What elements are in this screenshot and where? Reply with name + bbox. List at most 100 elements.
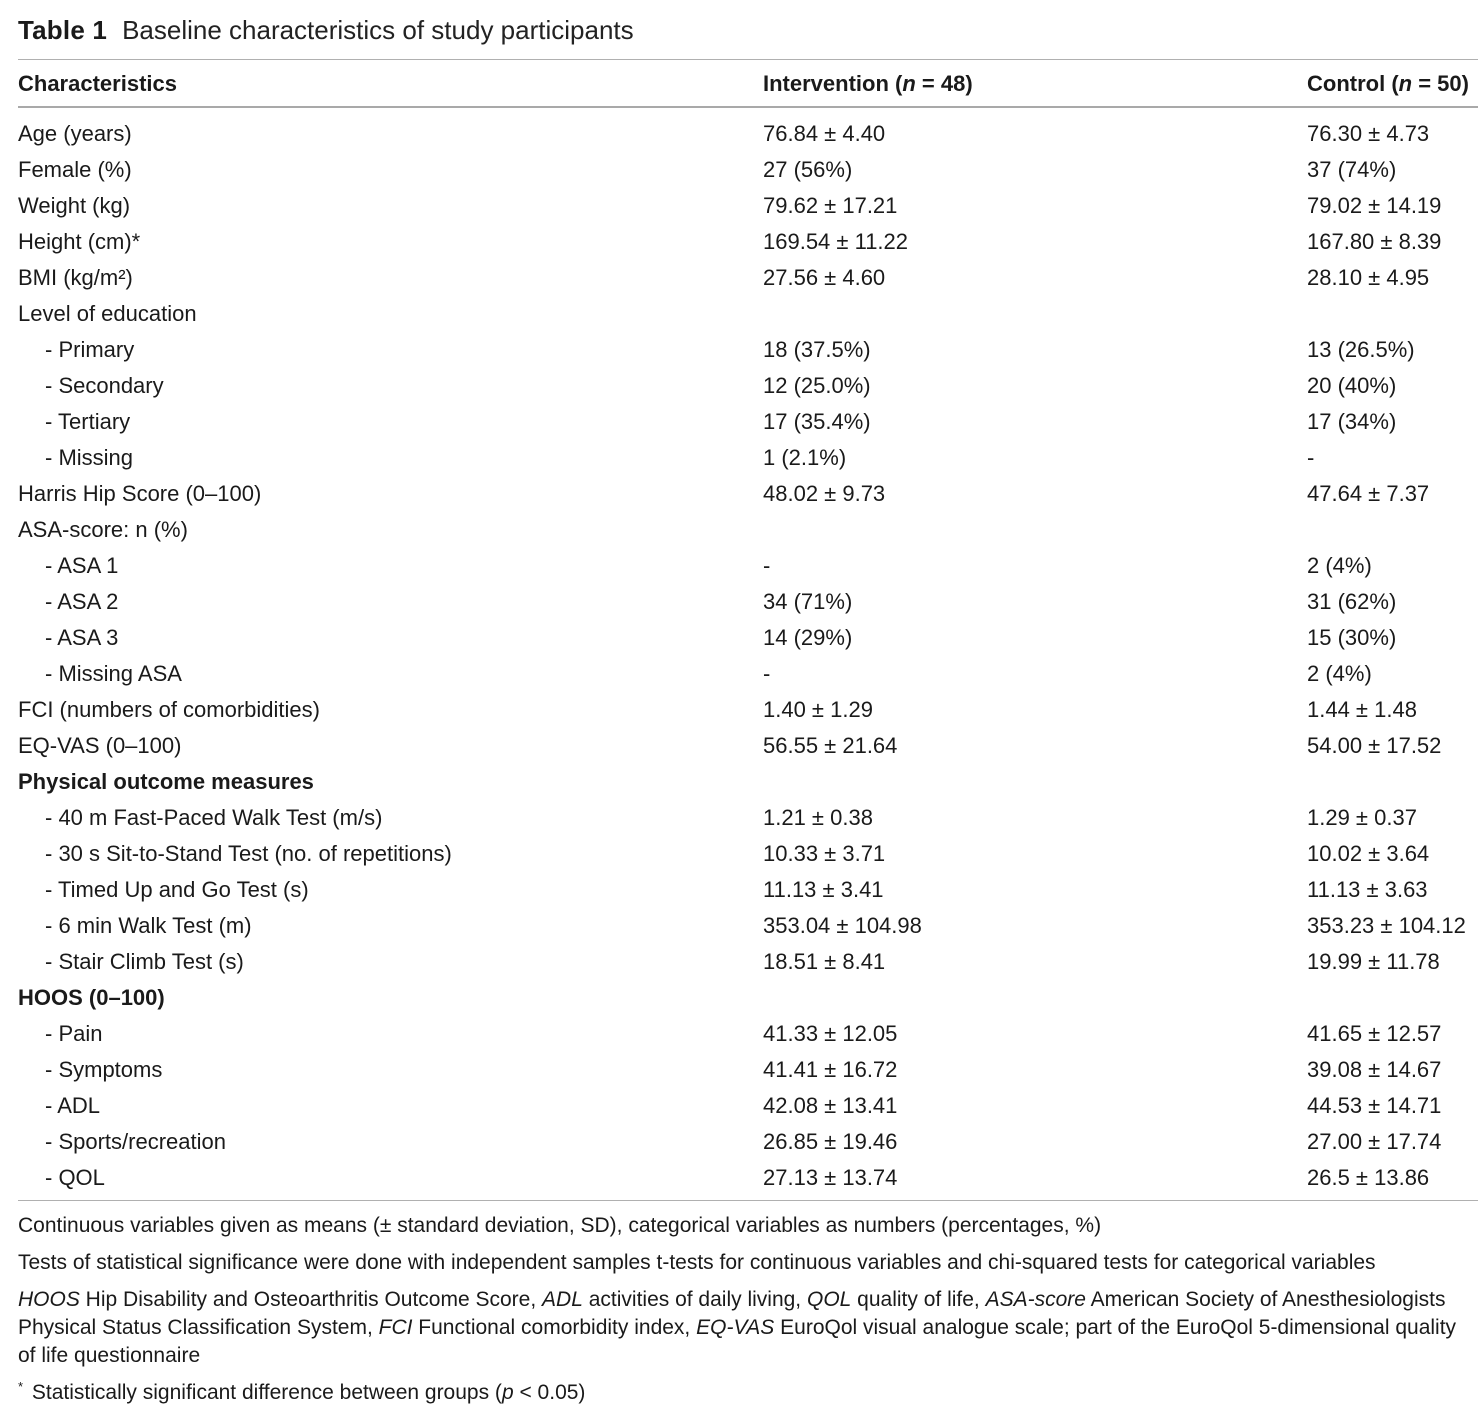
table-row: - QOL 27.13 ± 13.74 26.5 ± 13.86 xyxy=(18,1160,1478,1196)
footnote-text: Hip Disability and Osteoarthritis Outcom… xyxy=(79,1288,543,1311)
intervention-value: 169.54 ± 11.22 xyxy=(763,229,909,254)
table-row: ASA-score: n (%) xyxy=(18,512,1478,548)
control-value: 31 (62%) xyxy=(1307,589,1397,614)
row-label: Level of education xyxy=(18,301,197,326)
row-label: - Primary xyxy=(45,337,135,362)
table-row: EQ-VAS (0–100) 56.55 ± 21.64 54.00 ± 17.52 xyxy=(18,728,1478,764)
row-label: - Stair Climb Test (s) xyxy=(45,949,244,974)
footnote-abbreviation: QOL xyxy=(806,1288,852,1311)
control-value xyxy=(1307,980,1478,1016)
row-label: ASA-score: n (%) xyxy=(18,517,188,542)
table-row: Level of education xyxy=(18,296,1478,332)
row-label: - ASA 1 xyxy=(45,553,119,578)
row-label: - Missing ASA xyxy=(45,661,182,686)
table-row: - ADL 42.08 ± 13.41 44.53 ± 14.71 xyxy=(18,1088,1478,1124)
table-row: Weight (kg) 79.62 ± 17.21 79.02 ± 14.19 xyxy=(18,188,1478,224)
footnote-text: activities of daily living, xyxy=(582,1288,807,1311)
row-label: - Missing xyxy=(45,445,134,470)
control-value xyxy=(1307,512,1478,548)
control-value: 47.64 ± 7.37 xyxy=(1307,481,1430,506)
footnote-text: Statistically significant difference bet… xyxy=(26,1381,502,1404)
row-label: - 6 min Walk Test (m) xyxy=(45,913,252,938)
footnote-abbreviation: HOOS xyxy=(18,1288,80,1311)
table-row: - Missing 1 (2.1%) - xyxy=(18,440,1478,476)
table-row: Height (cm)* 169.54 ± 11.22 167.80 ± 8.39 xyxy=(18,224,1478,260)
intervention-value: 18 (37.5%) xyxy=(763,337,871,362)
column-header-characteristics: Characteristics xyxy=(18,60,763,108)
row-label: Physical outcome measures xyxy=(18,769,314,794)
control-header-prefix: Control ( xyxy=(1307,71,1399,96)
row-label: Age (years) xyxy=(18,121,132,146)
row-label: - Secondary xyxy=(45,373,164,398)
row-label: - Sports/recreation xyxy=(45,1129,226,1154)
intervention-value: 27 (56%) xyxy=(763,157,853,182)
intervention-value: 17 (35.4%) xyxy=(763,409,871,434)
table-row: - Missing ASA - 2 (4%) xyxy=(18,656,1478,692)
table-footnotes: Continuous variables given as means (± s… xyxy=(18,1200,1478,1407)
footnote-abbreviation: ADL xyxy=(542,1288,583,1311)
row-label: HOOS (0–100) xyxy=(18,985,165,1010)
intervention-header-suffix: = 48) xyxy=(915,71,973,96)
row-label: - 30 s Sit-to-Stand Test (no. of repetit… xyxy=(45,841,452,866)
control-value xyxy=(1307,764,1478,800)
intervention-value: 1.40 ± 1.29 xyxy=(763,697,873,722)
intervention-value: - xyxy=(763,553,771,578)
control-value: 11.13 ± 3.63 xyxy=(1307,877,1428,902)
table-row: - ASA 1 - 2 (4%) xyxy=(18,548,1478,584)
row-label: - ASA 3 xyxy=(45,625,119,650)
control-value: 28.10 ± 4.95 xyxy=(1307,265,1430,290)
table-header: Characteristics Intervention (n = 48) Co… xyxy=(18,60,1478,108)
footnote-text: EuroQol visual analogue scale; part of t… xyxy=(18,1316,1457,1367)
control-value: 19.99 ± 11.78 xyxy=(1307,949,1440,974)
column-header-intervention: Intervention (n = 48) xyxy=(763,60,1307,108)
row-label: Weight (kg) xyxy=(18,193,131,218)
control-header-n: n xyxy=(1398,71,1413,96)
intervention-value: 42.08 ± 13.41 xyxy=(763,1093,898,1118)
footnote-text: American Society of Anesthesiologists Ph… xyxy=(18,1288,1446,1339)
row-label: - ADL xyxy=(45,1093,101,1118)
intervention-value: 41.33 ± 12.05 xyxy=(763,1021,898,1046)
control-value: 13 (26.5%) xyxy=(1307,337,1415,362)
footnote: Tests of statistical significance were d… xyxy=(18,1249,1478,1277)
control-value: 41.65 ± 12.57 xyxy=(1307,1021,1442,1046)
control-value: 1.44 ± 1.48 xyxy=(1307,697,1417,722)
control-value: 79.02 ± 14.19 xyxy=(1307,193,1442,218)
control-value: 167.80 ± 8.39 xyxy=(1307,229,1442,254)
intervention-value: 26.85 ± 19.46 xyxy=(763,1129,898,1154)
table-row: - Secondary 12 (25.0%) 20 (40%) xyxy=(18,368,1478,404)
row-label: Harris Hip Score (0–100) xyxy=(18,481,262,506)
intervention-value: 41.41 ± 16.72 xyxy=(763,1057,898,1082)
footnote-abbreviation: ASA-score xyxy=(985,1288,1086,1311)
table-title-label: Table 1 xyxy=(18,15,108,45)
table-row: - ASA 3 14 (29%) 15 (30%) xyxy=(18,620,1478,656)
table-row: FCI (numbers of comorbidities) 1.40 ± 1.2… xyxy=(18,692,1478,728)
control-value: 26.5 ± 13.86 xyxy=(1307,1165,1430,1190)
table-row: - Tertiary 17 (35.4%) 17 (34%) xyxy=(18,404,1478,440)
control-value: 27.00 ± 17.74 xyxy=(1307,1129,1442,1154)
row-label: Height (cm)* xyxy=(18,229,141,254)
intervention-value: 56.55 ± 21.64 xyxy=(763,733,898,758)
footnote: HOOS Hip Disability and Osteoarthritis O… xyxy=(18,1286,1478,1370)
footnote: Continuous variables given as means (± s… xyxy=(18,1212,1478,1240)
footnote-text: < 0.05) xyxy=(513,1381,586,1404)
control-value: 1.29 ± 0.37 xyxy=(1307,805,1417,830)
footnote-abbreviation: EQ-VAS xyxy=(696,1316,775,1339)
row-label: - 40 m Fast-Paced Walk Test (m/s) xyxy=(45,805,383,830)
control-header-suffix: = 50) xyxy=(1412,71,1469,96)
table-row: - ASA 2 34 (71%) 31 (62%) xyxy=(18,584,1478,620)
intervention-value: - xyxy=(763,661,771,686)
control-value: 37 (74%) xyxy=(1307,157,1397,182)
intervention-value xyxy=(763,980,1307,1016)
control-value: 76.30 ± 4.73 xyxy=(1307,121,1430,146)
intervention-value: 18.51 ± 8.41 xyxy=(763,949,886,974)
table-header-row: Characteristics Intervention (n = 48) Co… xyxy=(18,60,1478,108)
table-row: - Symptoms 41.41 ± 16.72 39.08 ± 14.67 xyxy=(18,1052,1478,1088)
baseline-characteristics-table: Characteristics Intervention (n = 48) Co… xyxy=(18,60,1478,1196)
row-label: - QOL xyxy=(45,1165,105,1190)
row-label: - Pain xyxy=(45,1021,103,1046)
footnote-marker: * xyxy=(18,1379,24,1394)
control-value: 39.08 ± 14.67 xyxy=(1307,1057,1442,1082)
footnote-text: Continuous variables given as means (± s… xyxy=(18,1214,1102,1237)
footnote-text: Tests of statistical significance were d… xyxy=(18,1251,1376,1274)
intervention-value: 76.84 ± 4.40 xyxy=(763,121,886,146)
